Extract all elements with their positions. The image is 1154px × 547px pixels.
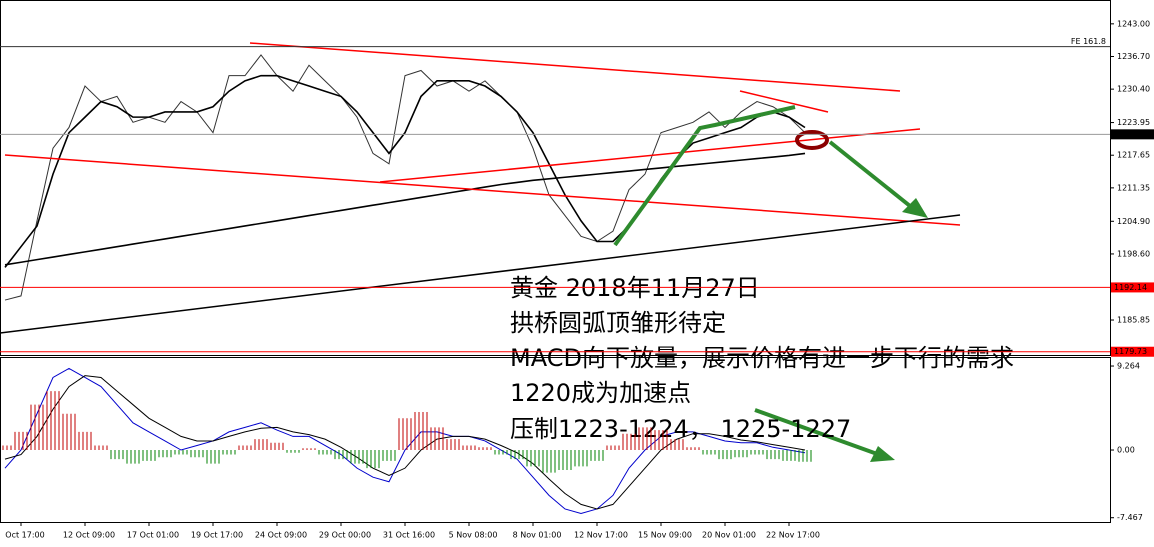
x-tick-label: 8 Nov 01:00 bbox=[513, 531, 562, 540]
trend-line bbox=[379, 128, 921, 183]
y-tick-label: 1185.85 bbox=[1117, 316, 1150, 325]
y-tick-label: 1230.40 bbox=[1117, 85, 1150, 94]
y-tick-label: 1243.00 bbox=[1117, 19, 1150, 28]
x-tick-label: 12 Nov 17:00 bbox=[574, 531, 628, 540]
price-label: 1192.14 bbox=[1114, 283, 1147, 292]
y-tick-label: 9.264 bbox=[1117, 362, 1140, 371]
y-tick-label: 1223.95 bbox=[1117, 118, 1150, 127]
drawings bbox=[0, 42, 961, 462]
macd-panel bbox=[0, 357, 1111, 523]
y-tick-label: 1236.70 bbox=[1117, 52, 1150, 61]
y-tick-label: 1198.60 bbox=[1117, 249, 1150, 258]
price-label-box bbox=[1111, 282, 1154, 293]
annotation: 黄金 2018年11月27日 bbox=[510, 274, 760, 302]
y-tick-label: 1217.65 bbox=[1117, 151, 1150, 160]
trend-line bbox=[249, 42, 901, 92]
y-tick-label: 0.00 bbox=[1117, 446, 1135, 455]
trend-line bbox=[739, 90, 829, 113]
highlight-ellipse bbox=[795, 130, 829, 150]
line bbox=[4, 367, 806, 514]
annotation: 1220成为加速点 bbox=[510, 379, 691, 407]
x-tick-label: 12 Oct 09:00 bbox=[63, 531, 115, 540]
price-label-box bbox=[1111, 346, 1154, 357]
arrow bbox=[613, 105, 796, 247]
line bbox=[4, 54, 806, 301]
x-tick-label: Oct 17:00 bbox=[5, 531, 44, 540]
x-tick-label: 29 Oct 00:00 bbox=[319, 531, 371, 540]
level-label: FE 161.8 bbox=[1071, 37, 1106, 46]
line bbox=[4, 375, 806, 510]
price-label: 1221.68 bbox=[1114, 130, 1147, 139]
y-tick-label: -7.467 bbox=[1117, 513, 1143, 522]
x-tick-label: 20 Nov 01:00 bbox=[702, 531, 756, 540]
x-tick-label: 19 Oct 17:00 bbox=[191, 531, 243, 540]
x-tick-label: 17 Oct 01:00 bbox=[127, 531, 179, 540]
x-tick-label: 15 Nov 09:00 bbox=[638, 531, 692, 540]
x-tick-label: 22 Nov 17:00 bbox=[766, 531, 820, 540]
arrow bbox=[828, 140, 917, 212]
price-label: 1179.73 bbox=[1114, 347, 1147, 356]
price-label-box bbox=[1111, 129, 1154, 140]
arrow-head bbox=[870, 446, 895, 462]
y-tick-label: 1211.35 bbox=[1117, 183, 1150, 192]
arrow bbox=[754, 408, 881, 457]
arrow-head bbox=[902, 198, 928, 218]
annotation: MACD向下放量，展示价格有进一步下行的需求 bbox=[510, 344, 1014, 372]
annotation: 压制1223-1224， 1225-1227 bbox=[510, 415, 851, 443]
trend-line bbox=[0, 214, 961, 334]
x-tick-label: 5 Nov 08:00 bbox=[449, 531, 498, 540]
trend-line bbox=[4, 154, 961, 226]
annotation: 拱桥圆弧顶雏形待定 bbox=[510, 309, 726, 337]
x-tick-label: 24 Oct 09:00 bbox=[255, 531, 307, 540]
x-tick-label: 31 Oct 16:00 bbox=[383, 531, 435, 540]
y-tick-label: 1204.90 bbox=[1117, 217, 1150, 226]
